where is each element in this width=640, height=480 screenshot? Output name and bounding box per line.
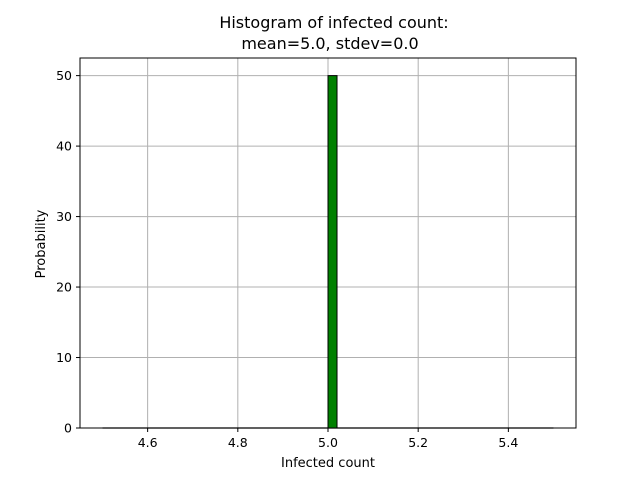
y-tick-label: 0 bbox=[64, 421, 72, 436]
x-tick-label: 5.0 bbox=[318, 435, 338, 450]
x-axis-ticks: 4.6 4.8 5.0 5.2 5.4 bbox=[138, 428, 518, 450]
y-tick-label: 50 bbox=[56, 68, 72, 83]
x-tick-label: 5.4 bbox=[498, 435, 518, 450]
chart-title-line-1: Histogram of infected count: bbox=[219, 13, 448, 32]
y-axis-ticks: 0 10 20 30 40 50 bbox=[56, 68, 80, 436]
y-tick-label: 40 bbox=[56, 139, 72, 154]
histogram-bars bbox=[327, 75, 338, 429]
y-tick-label: 10 bbox=[56, 350, 72, 365]
y-axis-label: Probability bbox=[34, 209, 49, 278]
histogram-bar bbox=[327, 75, 338, 429]
x-tick-label: 4.6 bbox=[138, 435, 158, 450]
x-tick-label: 5.2 bbox=[408, 435, 428, 450]
y-tick-label: 30 bbox=[56, 209, 72, 224]
x-axis-label: Infected count bbox=[281, 456, 375, 471]
chart-title-line-2: mean=5.0, stdev=0.0 bbox=[241, 34, 418, 53]
x-tick-label: 4.8 bbox=[228, 435, 248, 450]
y-tick-label: 20 bbox=[56, 280, 72, 295]
